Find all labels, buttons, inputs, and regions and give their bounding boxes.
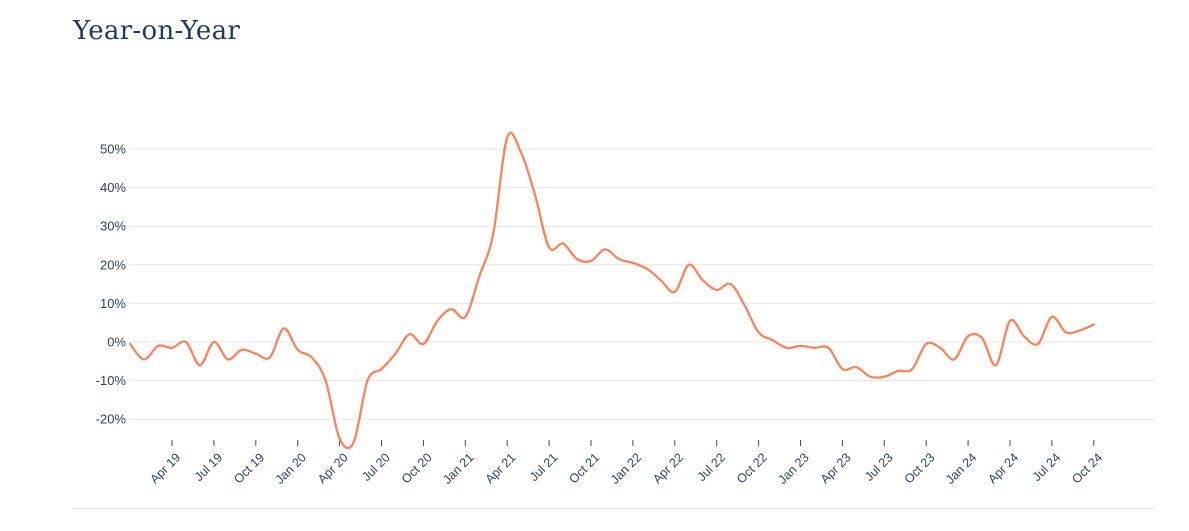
x-tick-label: Jan 22 <box>608 450 644 486</box>
y-tick-label: -10% <box>96 373 127 388</box>
series-line <box>128 131 1095 450</box>
x-tick-label: Apr 24 <box>985 450 1021 486</box>
y-tick-label: 50% <box>100 142 126 157</box>
series-layer <box>128 131 1095 450</box>
x-tick-label: Jan 24 <box>943 450 979 486</box>
page-title: Year-on-Year <box>73 16 241 46</box>
x-tick-label: Oct 21 <box>566 450 602 486</box>
x-axis-ticks <box>171 440 1095 446</box>
y-tick-label: -20% <box>96 412 127 427</box>
grid-lines <box>129 148 1154 420</box>
x-tick-label: Oct 19 <box>231 450 267 486</box>
x-axis-tick-labels: Apr 19 Jul 19 Oct 19 Jan 20 Apr 20 Jul 20 Oct … <box>147 450 1105 486</box>
x-tick-label: Jul 21 <box>527 450 561 484</box>
x-tick-label: Jul 20 <box>359 450 393 484</box>
x-tick-label: Apr 19 <box>147 450 183 486</box>
x-tick-label: Oct 22 <box>734 450 770 486</box>
x-tick-label: Apr 22 <box>650 450 686 486</box>
x-tick-label: Oct 23 <box>902 450 938 486</box>
y-tick-label: 0% <box>107 335 126 350</box>
x-tick-label: Apr 23 <box>818 450 854 486</box>
x-tick-label: Jul 19 <box>192 450 226 484</box>
y-tick-label: 40% <box>100 180 126 195</box>
x-tick-label: Jul 22 <box>695 450 729 484</box>
y-axis-tick-labels: -20% -10% 0% 10% 20% 30% 40% 50% <box>96 142 127 427</box>
y-tick-label: 30% <box>100 219 126 234</box>
x-tick-label: Oct 20 <box>399 450 435 486</box>
y-tick-label: 10% <box>100 296 126 311</box>
y-tick-label: 20% <box>100 257 126 272</box>
x-tick-label: Oct 24 <box>1069 450 1105 486</box>
x-tick-label: Jul 23 <box>862 450 896 484</box>
x-tick-label: Jan 23 <box>775 450 811 486</box>
x-tick-label: Jul 24 <box>1030 450 1064 484</box>
bottom-divider <box>72 508 1154 509</box>
x-tick-label: Apr 21 <box>483 450 519 486</box>
x-tick-label: Jan 21 <box>440 450 476 486</box>
x-tick-label: Apr 20 <box>315 450 351 486</box>
x-tick-label: Jan 20 <box>273 450 309 486</box>
